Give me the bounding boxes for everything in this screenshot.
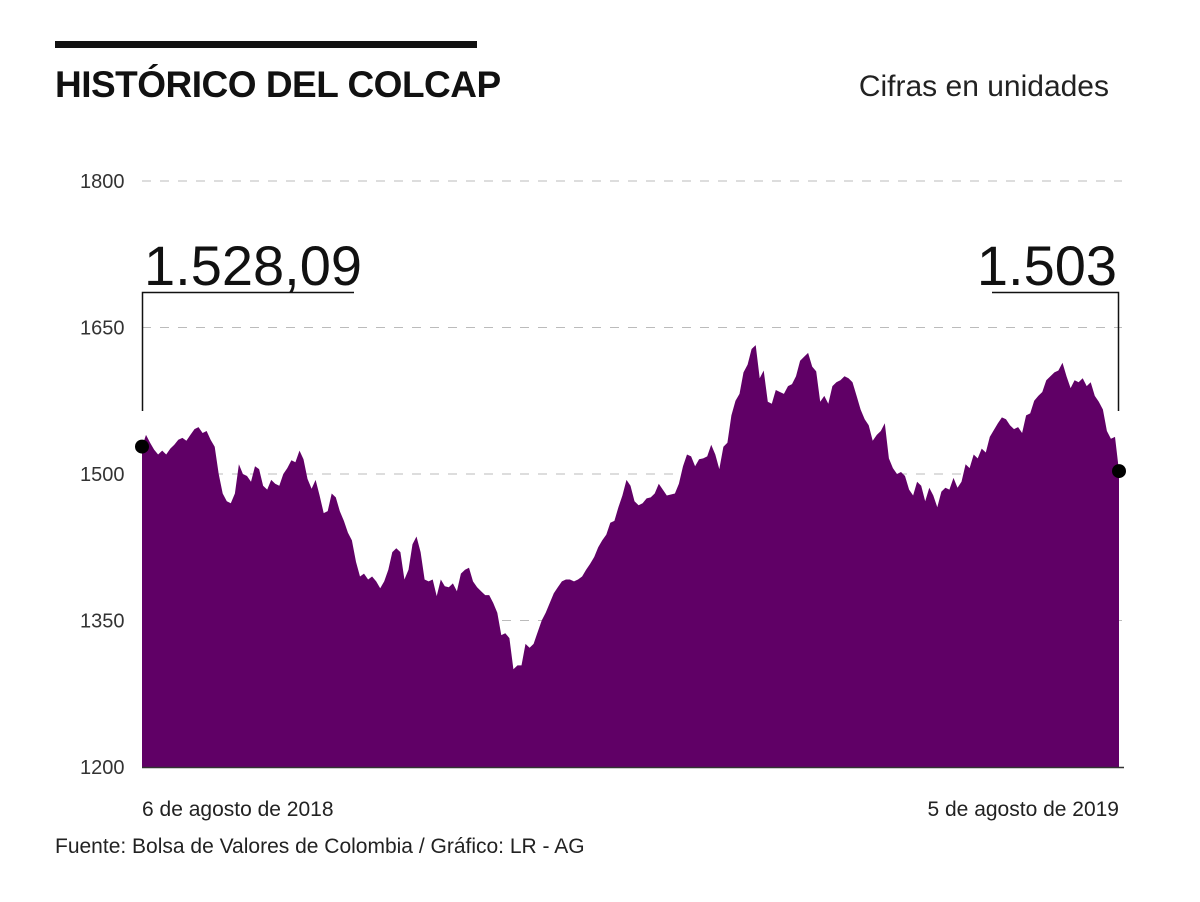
- end-value-bracket: [992, 291, 1120, 411]
- y-tick-label-1200: 1200: [80, 757, 125, 779]
- colcap-area-series: [142, 345, 1119, 767]
- y-tick-label-1650: 1650: [80, 318, 125, 340]
- title-rule: [55, 41, 477, 48]
- units-note: Cifras en unidades: [858, 70, 1109, 103]
- y-axis-ticks: 1200 1350 1500 1650 1800: [80, 171, 125, 779]
- end-value-marker: [1112, 464, 1126, 479]
- x-end-date-label: 5 de agosto de 2019: [927, 798, 1119, 821]
- end-value-label: 1.503: [977, 234, 1117, 297]
- chart-title: HISTÓRICO DEL COLCAP: [55, 64, 501, 105]
- start-value-bracket: [141, 291, 354, 411]
- x-start-date-label: 6 de agosto de 2018: [142, 798, 334, 821]
- start-value-marker: [135, 439, 149, 454]
- y-tick-label-1800: 1800: [80, 171, 125, 193]
- source-note: Fuente: Bolsa de Valores de Colombia / G…: [55, 835, 585, 858]
- start-value-label: 1.528,09: [144, 234, 362, 297]
- y-tick-label-1350: 1350: [80, 611, 125, 633]
- y-tick-label-1500: 1500: [80, 464, 125, 486]
